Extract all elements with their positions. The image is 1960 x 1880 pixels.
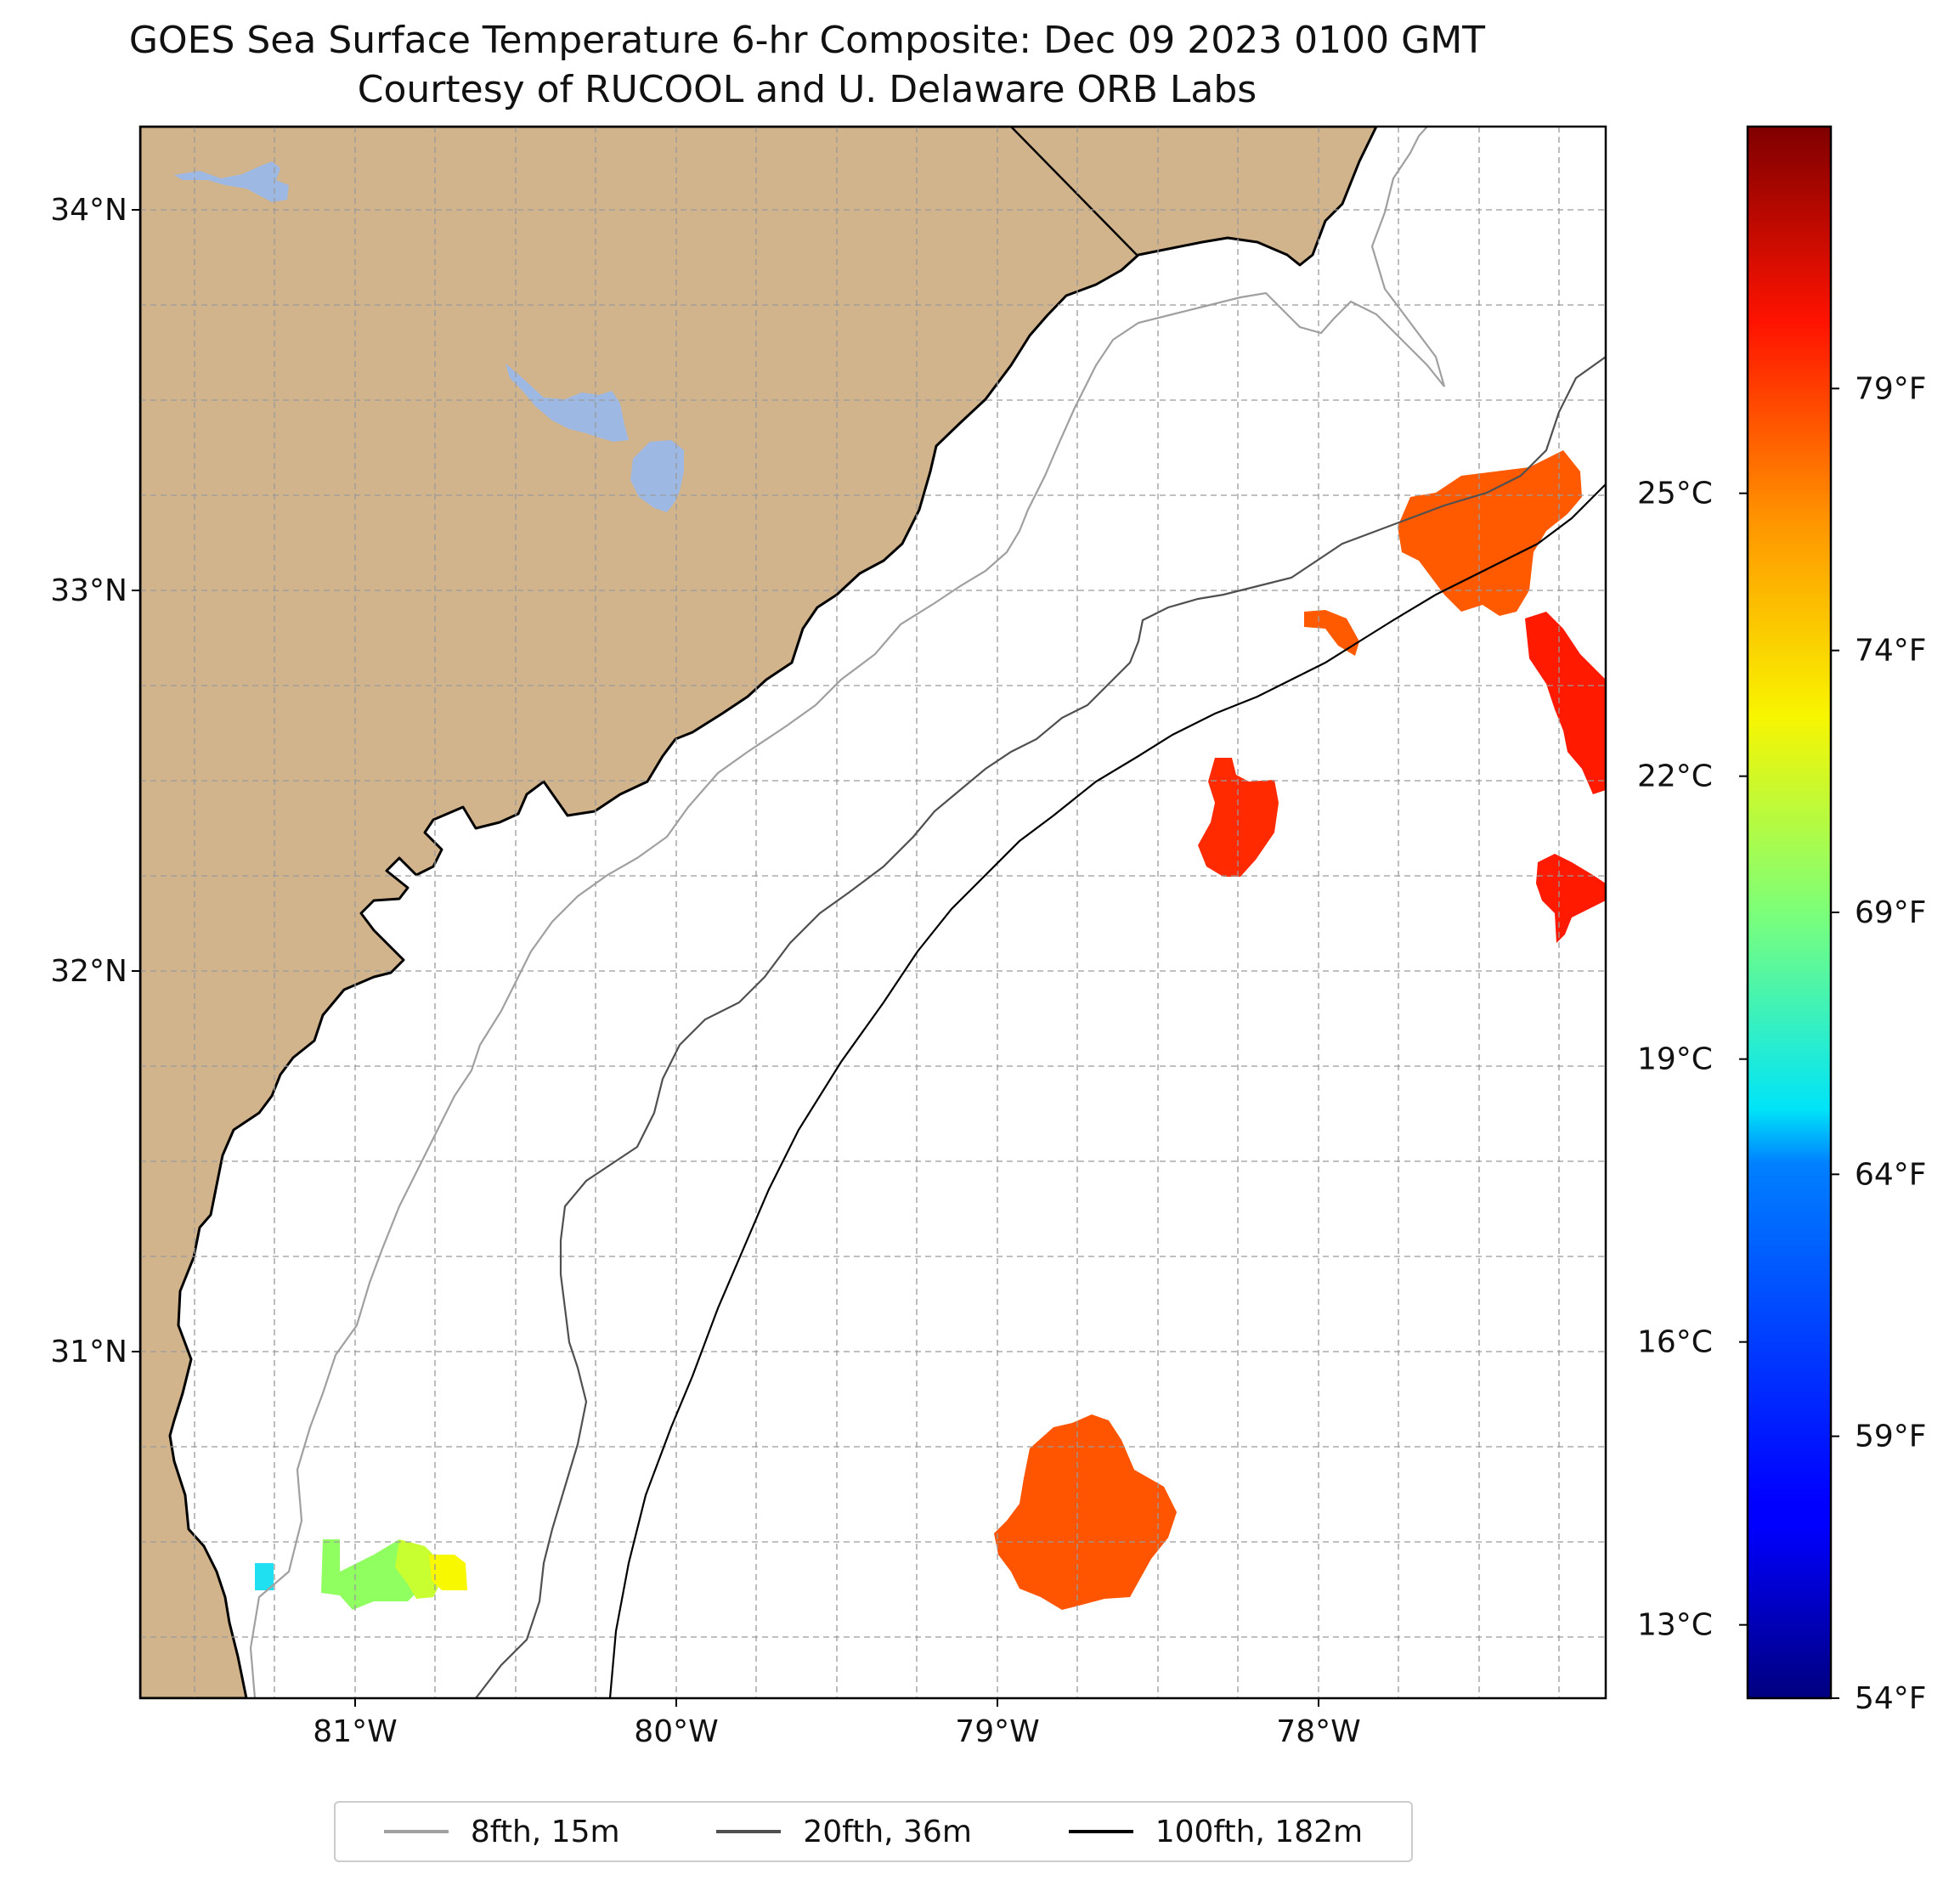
colorbar-label-c: 22°C <box>1637 759 1713 794</box>
colorbar-label-f: 69°F <box>1855 895 1927 930</box>
colorbar-label-f: 59°F <box>1855 1420 1927 1454</box>
grid-lines <box>140 127 1606 1698</box>
lon-label: 79°W <box>955 1714 1039 1749</box>
colorbar-label-f: 64°F <box>1855 1157 1927 1192</box>
legend-item-8fth: 8fth, 15m <box>383 1814 620 1849</box>
lat-label: 33°N <box>50 573 127 608</box>
sst-data-layer <box>255 450 1606 1610</box>
legend-swatch <box>383 1830 449 1833</box>
legend-label: 8fth, 15m <box>470 1814 620 1849</box>
lake <box>506 364 629 442</box>
colorbar-label-c: 19°C <box>1637 1042 1713 1077</box>
colorbar-label-c: 25°C <box>1637 477 1713 511</box>
contour-20fth <box>475 356 1606 1698</box>
colorbar-label-f: 54°F <box>1855 1681 1927 1716</box>
axis-ticks <box>132 209 1319 1707</box>
lake <box>630 440 684 512</box>
lat-label: 31°N <box>50 1335 127 1369</box>
colorbar-ticks <box>1739 387 1839 1699</box>
colorbar <box>1746 125 1833 1700</box>
lon-label: 80°W <box>634 1714 718 1749</box>
colorbar-label-c: 16°C <box>1637 1325 1713 1360</box>
lon-label: 78°W <box>1276 1714 1360 1749</box>
state-border <box>1010 127 1138 256</box>
map-title: GOES Sea Surface Temperature 6-hr Compos… <box>128 19 1486 62</box>
colorbar-label-f: 74°F <box>1855 634 1927 669</box>
legend-label: 20fth, 36m <box>803 1814 972 1849</box>
lat-label: 32°N <box>50 954 127 989</box>
contour-8fth <box>249 127 1446 1698</box>
land <box>140 127 1378 1698</box>
legend-item-100fth: 100fth, 182m <box>1068 1814 1364 1849</box>
legend-item-20fth: 20fth, 36m <box>716 1815 972 1849</box>
lat-label: 34°N <box>50 193 127 228</box>
contour-100fth <box>608 483 1606 1698</box>
map-subtitle: Courtesy of RUCOOL and U. Delaware ORB L… <box>357 68 1257 111</box>
colorbar-label-f: 79°F <box>1855 371 1927 406</box>
legend-label: 100fth, 182m <box>1155 1814 1364 1849</box>
legend: 8fth, 15m 20fth, 36m 100fth, 182m <box>334 1801 1413 1862</box>
lake <box>174 161 289 202</box>
legend-swatch <box>716 1830 782 1833</box>
legend-swatch <box>1068 1830 1133 1833</box>
map-frame <box>138 125 1607 1700</box>
lon-label: 81°W <box>313 1714 397 1749</box>
colorbar-label-c: 13°C <box>1637 1608 1713 1643</box>
